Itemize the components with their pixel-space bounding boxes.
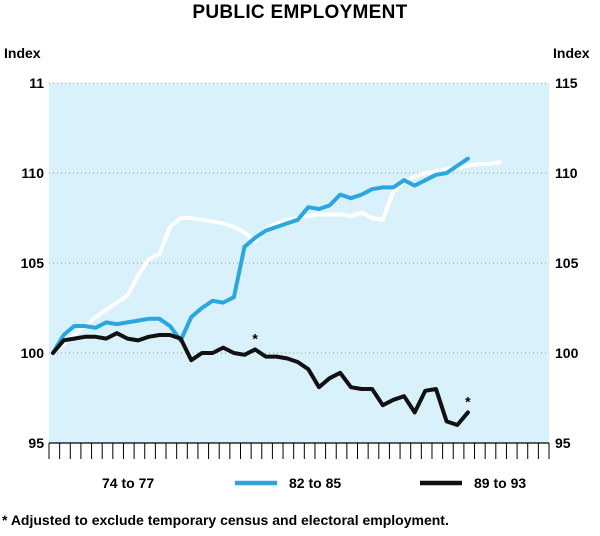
y-tick-label-left: 11 xyxy=(29,75,44,91)
y-tick-label-left: 105 xyxy=(21,255,45,271)
y-tick-label-right: 95 xyxy=(555,435,571,451)
y-tick-label-left: 110 xyxy=(21,165,44,181)
annotation-asterisk: * xyxy=(465,393,471,409)
legend-label: 74 to 77 xyxy=(102,475,154,491)
footnote: * Adjusted to exclude temporary census a… xyxy=(2,512,449,528)
y-tick-label-right: 105 xyxy=(555,255,579,271)
y-axis-label-right: Index xyxy=(553,45,590,61)
chart-title: PUBLIC EMPLOYMENT xyxy=(192,2,408,23)
series-line-74-to-77 xyxy=(51,160,502,355)
legend-label: 82 to 85 xyxy=(289,475,341,491)
chart-svg: 95 100 105 110 11 95 100 105 110 115 * * 74 to 77 8… xyxy=(4,45,590,491)
y-tick-label-left: 100 xyxy=(21,345,45,361)
series-line-82-to-85 xyxy=(51,156,470,355)
series-line-89-to-93 xyxy=(51,331,470,427)
legend-label: 89 to 93 xyxy=(474,475,526,491)
y-tick-label-right: 110 xyxy=(555,165,578,181)
y-axis-label-left: Index xyxy=(4,45,41,61)
annotation-asterisk: * xyxy=(252,330,258,346)
y-tick-label-right: 100 xyxy=(555,345,579,361)
y-tick-label-left: 95 xyxy=(28,435,44,451)
y-tick-label-right: 115 xyxy=(555,75,578,91)
